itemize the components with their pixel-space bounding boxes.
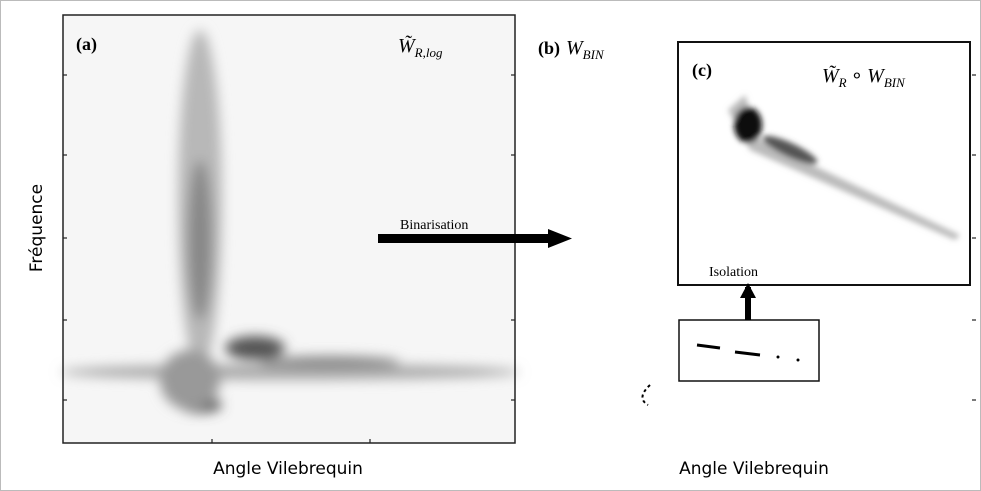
spectrogram	[60, 30, 520, 413]
subscript: BIN	[583, 47, 605, 62]
symbol: W̃	[398, 34, 417, 57]
panel-b: (b) WBIN	[538, 37, 976, 406]
annotation: Binarisation	[400, 218, 468, 233]
panel-symbol: W̃R ∘ WBIN	[822, 64, 906, 90]
subscript: R	[838, 75, 847, 90]
symbol: W	[867, 65, 886, 87]
symbol: W	[566, 37, 585, 59]
subscript: BIN	[884, 75, 906, 90]
panel-tag: (a)	[76, 34, 97, 55]
panel-symbol: W̃R,log	[398, 34, 443, 60]
subscript: R,log	[414, 45, 443, 60]
isolation: Isolation	[678, 265, 820, 382]
panel-tag: (b)	[538, 38, 560, 59]
panel-symbol: WBIN	[566, 37, 605, 62]
symbol: W̃	[822, 64, 841, 87]
y-axis-label: Fréquence	[27, 184, 47, 272]
binarisation-arrow: Binarisation	[378, 218, 572, 248]
panel-tag: (c)	[692, 60, 712, 81]
isolated-spectrogram	[728, 95, 960, 240]
x-axis-label: Angle Vilebrequin	[213, 459, 363, 479]
annotation: Isolation	[709, 265, 758, 280]
panel-a: (a) W̃R,log	[60, 14, 520, 444]
panel-c: (c) W̃R ∘ WBIN	[677, 41, 971, 286]
operator: ∘	[851, 65, 864, 87]
ticks	[972, 74, 976, 401]
binary-trace	[641, 384, 651, 406]
x-axis-label: Angle Vilebrequin	[679, 459, 829, 479]
